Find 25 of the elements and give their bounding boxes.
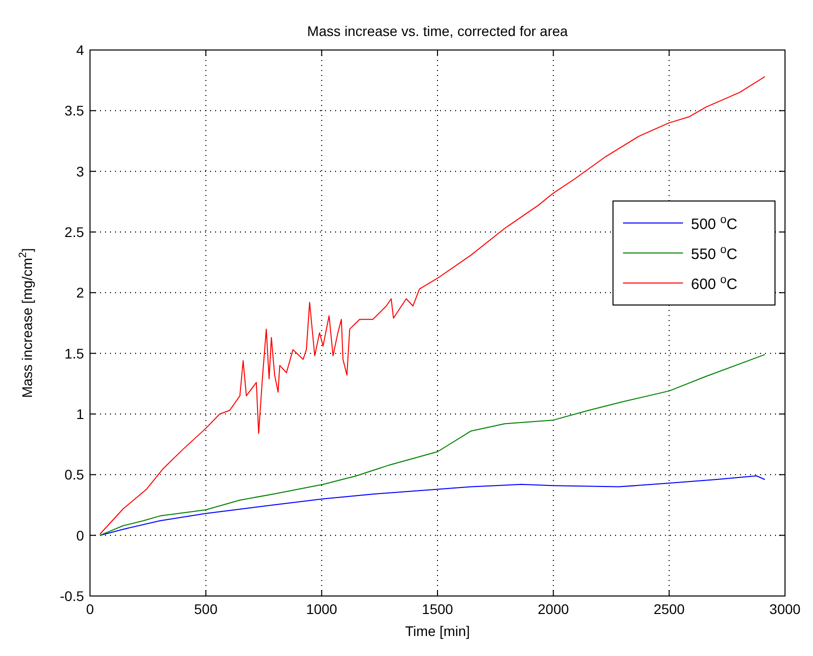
x-tick-label: 2500 <box>654 601 685 617</box>
chart-title: Mass increase vs. time, corrected for area <box>307 23 568 39</box>
y-tick-label: 1.5 <box>64 345 84 362</box>
y-tick-label: -0.5 <box>60 588 84 604</box>
y-tick-label: 2 <box>76 284 84 301</box>
y-tick-label: 4 <box>76 42 84 58</box>
x-tick-label: 1500 <box>422 601 454 617</box>
y-tick-label: 3.5 <box>64 102 84 119</box>
x-tick-label: 3000 <box>769 601 801 617</box>
line-series <box>99 76 766 535</box>
legend-label: 500 $^{o}$C <box>691 214 738 233</box>
x-tick-label: 2000 <box>538 601 570 617</box>
x-tick-label: 500 <box>194 601 218 617</box>
x-axis-title: Time [min] <box>405 623 470 639</box>
y-tick-label: 1 <box>76 406 84 422</box>
line-series <box>99 354 766 536</box>
y-tick-label: 0 <box>76 527 84 544</box>
line-series <box>99 475 766 536</box>
legend-label: 600 $^{o}$C <box>691 274 738 293</box>
x-tick-label: 0 <box>86 601 94 617</box>
y-tick-label: 2.5 <box>64 224 84 240</box>
x-tick-label: 1000 <box>306 601 338 617</box>
legend-label: 550 $^{o}$C <box>691 244 738 263</box>
y-tick-label: 3 <box>76 163 84 180</box>
y-tick-label: 0.5 <box>64 466 84 483</box>
